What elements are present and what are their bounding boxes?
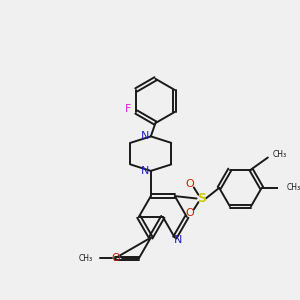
Text: N: N bbox=[141, 131, 149, 141]
Text: CH₃: CH₃ bbox=[286, 183, 300, 192]
Text: O: O bbox=[186, 208, 194, 218]
Text: F: F bbox=[125, 104, 131, 114]
Text: CH₃: CH₃ bbox=[272, 150, 286, 159]
Text: CH₃: CH₃ bbox=[79, 254, 93, 263]
Text: S: S bbox=[197, 192, 206, 205]
Text: N: N bbox=[141, 166, 149, 176]
Text: N: N bbox=[174, 236, 183, 245]
Text: O: O bbox=[111, 254, 120, 263]
Text: O: O bbox=[186, 179, 194, 189]
